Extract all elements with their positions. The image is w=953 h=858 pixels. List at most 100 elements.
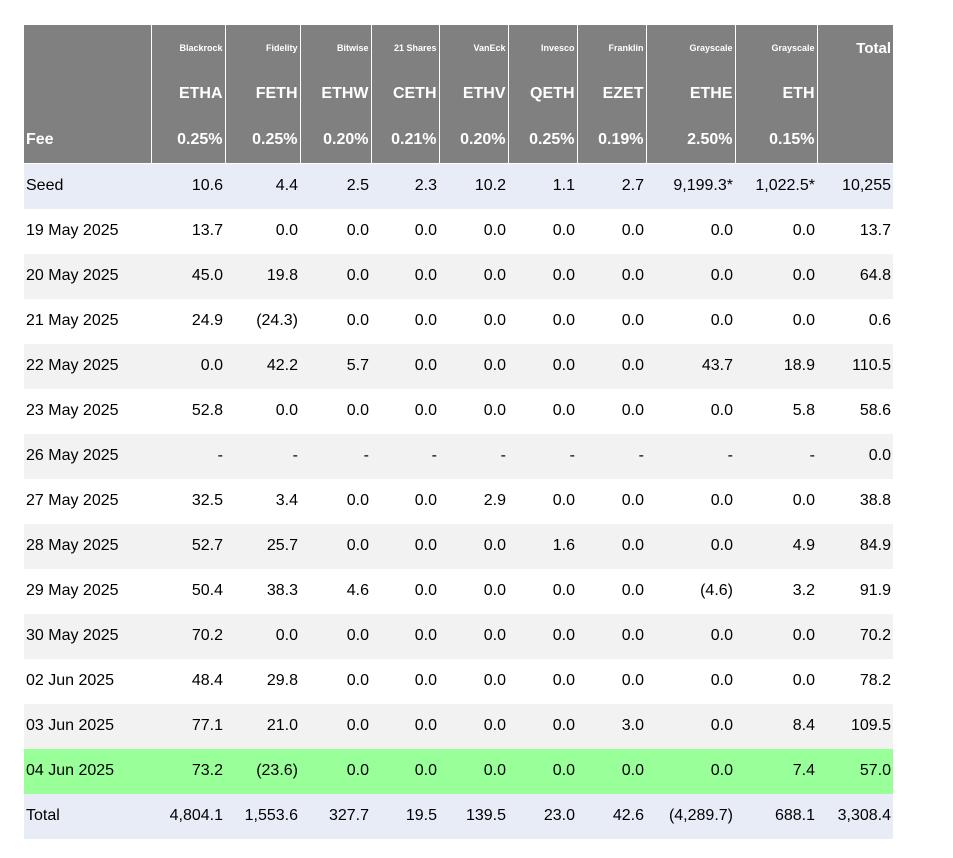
flow-cell: 0.0: [577, 343, 646, 389]
flow-cell: 3.4: [225, 478, 300, 524]
flow-cell: 0.0: [646, 253, 735, 299]
flow-cell: 0.0: [508, 253, 577, 299]
flow-cell: -: [735, 433, 817, 479]
flow-cell: 0.0: [646, 523, 735, 569]
table-row: 03 Jun 2025 77.1 21.0 0.0 0.0 0.0 0.0 3.0 0.0 8.4…: [24, 703, 893, 749]
flow-cell: 0.0: [646, 703, 735, 749]
issuer-header-row: Blackrock Fidelity Bitwise 21 Shares Van…: [24, 25, 893, 71]
flow-cell: 19.5: [371, 793, 439, 839]
flow-cell: 18.9: [735, 343, 817, 389]
flow-cell: (4.6): [646, 568, 735, 614]
flow-cell: 10.6: [151, 163, 225, 209]
row-label: 29 May 2025: [24, 568, 151, 614]
flow-cell: 0.0: [735, 253, 817, 299]
flow-cell: 42.6: [577, 793, 646, 839]
row-label: 20 May 2025: [24, 253, 151, 299]
fee-label: Fee: [24, 117, 152, 163]
issuer-cell: Blackrock: [151, 25, 226, 71]
flow-cell: 0.0: [439, 208, 508, 254]
flow-cell: 0.0: [646, 613, 735, 659]
flow-cell: 0.0: [508, 613, 577, 659]
ticker-cell: [817, 71, 893, 117]
flow-cell: 2.7: [577, 163, 646, 209]
flow-cell: 0.0: [371, 298, 439, 344]
flow-cell: 70.2: [151, 613, 225, 659]
row-total-cell: 109.5: [817, 703, 893, 749]
flow-cell: 0.0: [300, 388, 371, 434]
flow-cell: -: [508, 433, 577, 479]
flow-cell: 0.0: [577, 613, 646, 659]
flow-cell: 0.0: [577, 658, 646, 704]
flow-cell: 0.0: [300, 658, 371, 704]
fee-cell: 2.50%: [646, 117, 736, 163]
flow-cell: 25.7: [225, 523, 300, 569]
flow-cell: 0.0: [371, 388, 439, 434]
flow-cell: 0.0: [646, 748, 735, 794]
flow-cell: 0.0: [508, 658, 577, 704]
flow-cell: 0.0: [646, 298, 735, 344]
row-label: 03 Jun 2025: [24, 703, 151, 749]
flow-cell: 4.6: [300, 568, 371, 614]
fee-cell: 0.20%: [439, 117, 509, 163]
flow-cell: 2.5: [300, 163, 371, 209]
flow-cell: 3.2: [735, 568, 817, 614]
flow-cell: 4,804.1: [151, 793, 225, 839]
ticker-cell: ETH: [735, 71, 818, 117]
table-row: 28 May 2025 52.7 25.7 0.0 0.0 0.0 1.6 0.0 0.0 4.9…: [24, 523, 893, 569]
flow-cell: -: [151, 433, 225, 479]
flow-cell: 0.0: [439, 568, 508, 614]
flow-cell: 0.0: [508, 478, 577, 524]
flow-cell: (24.3): [225, 298, 300, 344]
flow-cell: 0.0: [646, 208, 735, 254]
row-label: 26 May 2025: [24, 433, 151, 479]
fee-cell: 0.25%: [225, 117, 301, 163]
flow-cell: -: [371, 433, 439, 479]
flow-cell: 32.5: [151, 478, 225, 524]
row-total-cell: 78.2: [817, 658, 893, 704]
flow-cell: -: [439, 433, 508, 479]
row-total-cell: 84.9: [817, 523, 893, 569]
row-label: 22 May 2025: [24, 343, 151, 389]
flow-cell: 4.4: [225, 163, 300, 209]
flow-cell: -: [225, 433, 300, 479]
issuer-cell: Fidelity: [225, 25, 301, 71]
flow-cell: 0.0: [300, 253, 371, 299]
flow-cell: 0.0: [371, 748, 439, 794]
row-label: 28 May 2025: [24, 523, 151, 569]
flow-cell: 0.0: [508, 568, 577, 614]
flow-cell: 73.2: [151, 748, 225, 794]
row-total-cell: 64.8: [817, 253, 893, 299]
flow-cell: (23.6): [225, 748, 300, 794]
flow-cell: 7.4: [735, 748, 817, 794]
total-row: Total 4,804.1 1,553.6 327.7 19.5 139.5 23.0 42.…: [24, 793, 893, 839]
flow-cell: 0.0: [300, 703, 371, 749]
table-row: 19 May 2025 13.7 0.0 0.0 0.0 0.0 0.0 0.0 0.0 0.0 1…: [24, 208, 893, 254]
row-total-cell: 38.8: [817, 478, 893, 524]
fee-header-row: Fee 0.25% 0.25% 0.20% 0.21% 0.20% 0.25% …: [24, 117, 893, 163]
fee-cell: 0.25%: [508, 117, 578, 163]
flow-cell: 21.0: [225, 703, 300, 749]
ticker-cell: ETHW: [300, 71, 372, 117]
flow-cell: 0.0: [508, 703, 577, 749]
total-column-header: Total: [817, 25, 893, 71]
row-label: Seed: [24, 163, 151, 209]
table-row: 22 May 2025 0.0 42.2 5.7 0.0 0.0 0.0 0.0 43.7 18.…: [24, 343, 893, 389]
table-row: 02 Jun 2025 48.4 29.8 0.0 0.0 0.0 0.0 0.0 0.0 0.0…: [24, 658, 893, 704]
flow-cell: 50.4: [151, 568, 225, 614]
issuer-cell: [24, 25, 152, 71]
flow-cell: 0.0: [508, 388, 577, 434]
flow-cell: 0.0: [646, 478, 735, 524]
flow-cell: 0.0: [508, 343, 577, 389]
flow-cell: 23.0: [508, 793, 577, 839]
flow-cell: 42.2: [225, 343, 300, 389]
flow-cell: 0.0: [508, 298, 577, 344]
flow-cell: 0.0: [735, 613, 817, 659]
flow-cell: 0.0: [371, 658, 439, 704]
flow-cell: 52.8: [151, 388, 225, 434]
flow-cell: 38.3: [225, 568, 300, 614]
row-total-cell: 58.6: [817, 388, 893, 434]
issuer-cell: Franklin: [577, 25, 647, 71]
table-row: 23 May 2025 52.8 0.0 0.0 0.0 0.0 0.0 0.0 0.0 5.8 5…: [24, 388, 893, 434]
flow-cell: 0.0: [371, 703, 439, 749]
flow-cell: 10.2: [439, 163, 508, 209]
